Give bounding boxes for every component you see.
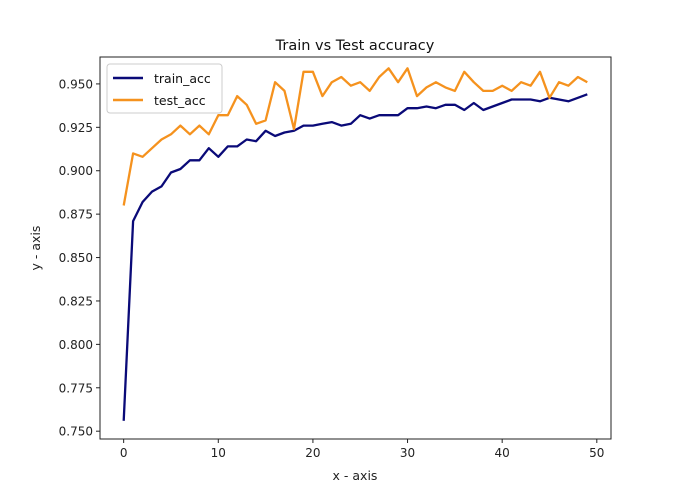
series-line-train-acc (122, 93, 588, 421)
y-tick-label: 0.775 (59, 381, 93, 395)
y-tick-label: 0.850 (59, 251, 93, 265)
y-axis-label: y - axis (28, 226, 43, 271)
y-tick-label: 0.800 (59, 338, 93, 352)
y-tick-label: 0.750 (59, 425, 93, 439)
y-tick-label: 0.950 (59, 77, 93, 91)
x-tick-label: 10 (211, 446, 226, 460)
x-tick-label: 40 (495, 446, 510, 460)
x-tick-label: 50 (589, 446, 604, 460)
x-axis-ticks: 0 10 20 30 40 50 (120, 439, 604, 460)
legend: train_acc test_acc (106, 63, 223, 114)
y-tick-label: 0.825 (59, 294, 93, 308)
y-tick-label: 0.900 (59, 164, 93, 178)
y-tick-label: 0.925 (59, 121, 93, 135)
series-line-test-acc (122, 67, 588, 206)
legend-label-test: test_acc (154, 93, 206, 108)
x-tick-label: 0 (120, 446, 128, 460)
chart-title: Train vs Test accuracy (275, 38, 435, 54)
x-tick-label: 30 (400, 446, 415, 460)
plot-area (99, 56, 612, 440)
series-lines (122, 67, 588, 421)
y-axis-ticks: 0.750 0.775 0.800 0.825 0.850 0.875 0.900 0.925… (59, 77, 100, 439)
x-axis-label: x - axis (333, 468, 378, 483)
legend-label-train: train_acc (154, 71, 211, 86)
y-tick-label: 0.875 (59, 208, 93, 222)
x-tick-label: 20 (305, 446, 320, 460)
